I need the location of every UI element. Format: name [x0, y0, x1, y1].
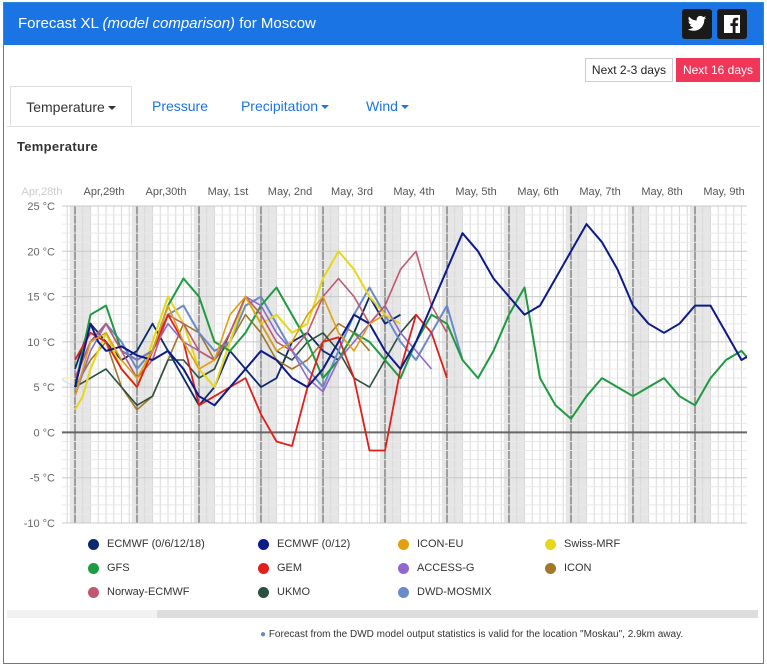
- chevron-down-icon: [107, 106, 116, 111]
- y-tick-label: -5 °C: [30, 473, 55, 485]
- range-selector: Next 2-3 days Next 16 days: [584, 58, 760, 82]
- legend-item[interactable]: GFS: [88, 562, 130, 574]
- legend-item[interactable]: DWD-MOSMIX: [398, 586, 492, 598]
- tab-temperature-label: Temperature: [26, 99, 105, 115]
- footnote: ● Forecast from the DWD model output sta…: [260, 629, 683, 640]
- bullet-icon: ●: [260, 629, 267, 640]
- y-tick-label: 20 °C: [27, 246, 55, 258]
- x-day-label: May, 9th: [703, 186, 744, 198]
- legend-dot-icon: [258, 562, 269, 574]
- x-day-label: May, 8th: [641, 186, 682, 198]
- legend-item[interactable]: ECMWF (0/6/12/18): [88, 538, 205, 550]
- next-2-3-days-button[interactable]: Next 2-3 days: [584, 58, 673, 82]
- chart-scrollbar[interactable]: [7, 610, 758, 618]
- legend-label: GFS: [107, 562, 130, 574]
- legend-dot-icon: [258, 586, 269, 598]
- legend-label: ICON-EU: [417, 538, 464, 550]
- legend-item[interactable]: ACCESS-G: [398, 562, 474, 574]
- next-16-days-button[interactable]: Next 16 days: [675, 58, 760, 82]
- legend-item[interactable]: ICON: [545, 562, 592, 574]
- title-suffix: for Moscow: [235, 15, 316, 32]
- tab-bar: Temperature Pressure Precipitation Wind: [7, 86, 760, 127]
- tab-wind-label: Wind: [366, 98, 398, 114]
- legend-label: Swiss-MRF: [564, 538, 621, 550]
- series-line: [74, 286, 464, 389]
- night-band: [255, 206, 277, 523]
- night-band: [627, 206, 649, 523]
- y-tick-label: 25 °C: [27, 201, 55, 213]
- legend-dot-icon: [398, 586, 409, 598]
- legend-dot-icon: [545, 562, 556, 574]
- tab-pressure[interactable]: Pressure: [140, 86, 220, 126]
- page-title: Forecast XL (model comparison) for Mosco…: [18, 15, 316, 32]
- tab-pressure-label: Pressure: [151, 98, 209, 114]
- twitter-button[interactable]: [682, 9, 712, 39]
- y-tick-label: 5 °C: [33, 382, 55, 394]
- x-day-label: Apr,28th: [22, 186, 63, 198]
- facebook-button[interactable]: [717, 9, 747, 39]
- x-day-label: May, 1st: [208, 186, 249, 198]
- series-line: [74, 313, 448, 452]
- legend-dot-icon: [88, 586, 99, 598]
- footnote-text: Forecast from the DWD model output stati…: [268, 629, 684, 640]
- y-tick-label: 10 °C: [27, 337, 55, 349]
- night-band: [503, 206, 525, 523]
- x-day-label: May, 6th: [517, 186, 558, 198]
- legend-item[interactable]: ICON-EU: [398, 538, 463, 550]
- series-line: [74, 250, 402, 411]
- legend-label: Norway-ECMWF: [107, 586, 190, 598]
- title-prefix: Forecast XL: [18, 15, 103, 32]
- legend-item[interactable]: Swiss-MRF: [545, 538, 620, 550]
- scrollbar-thumb[interactable]: [7, 610, 157, 618]
- night-band: [689, 206, 711, 523]
- series-group: [62, 223, 747, 452]
- twitter-icon: [687, 15, 707, 31]
- legend-label: GEM: [277, 562, 303, 574]
- legend-dot-icon: [398, 538, 409, 550]
- chevron-down-icon: [400, 105, 409, 110]
- x-day-label: May, 2nd: [268, 186, 312, 198]
- x-day-label: May, 3rd: [331, 186, 373, 198]
- y-tick-label: 0 °C: [33, 427, 55, 439]
- x-day-label: Apr,29th: [84, 186, 125, 198]
- legend-label: ICON: [564, 562, 592, 574]
- tab-precipitation-label: Precipitation: [240, 98, 319, 114]
- series-line: [74, 277, 747, 420]
- legend-label: DWD-MOSMIX: [417, 586, 492, 598]
- x-day-label: May, 7th: [579, 186, 620, 198]
- legend-label: UKMO: [277, 586, 310, 598]
- section-title: Temperature: [17, 139, 99, 154]
- legend-dot-icon: [258, 538, 269, 550]
- legend-label: ACCESS-G: [417, 562, 475, 574]
- tab-wind[interactable]: Wind: [360, 86, 415, 126]
- facebook-icon: [724, 15, 740, 33]
- x-day-label: May, 5th: [455, 186, 496, 198]
- legend-dot-icon: [545, 538, 556, 550]
- x-day-label: Apr,30th: [146, 186, 187, 198]
- legend-label: ECMWF (0/6/12/18): [107, 538, 205, 550]
- legend-item[interactable]: ECMWF (0/12): [258, 538, 350, 550]
- y-tick-label: -10 °C: [24, 518, 55, 530]
- legend-label: ECMWF (0/12): [277, 538, 351, 550]
- legend-dot-icon: [398, 562, 409, 574]
- series-line: [74, 295, 386, 397]
- header-bar: Forecast XL (model comparison) for Mosco…: [4, 3, 763, 45]
- y-tick-label: 15 °C: [27, 292, 55, 304]
- tab-temperature[interactable]: Temperature: [10, 86, 132, 126]
- series-line: [74, 223, 747, 407]
- tab-precipitation[interactable]: Precipitation: [235, 86, 335, 126]
- chevron-down-icon: [321, 105, 330, 110]
- legend-item[interactable]: UKMO: [258, 586, 310, 598]
- night-band: [441, 206, 463, 523]
- title-model: (model comparison): [102, 15, 236, 32]
- legend-item[interactable]: Norway-ECMWF: [88, 586, 190, 598]
- legend-dot-icon: [88, 562, 99, 574]
- legend-dot-icon: [88, 538, 99, 550]
- legend-item[interactable]: GEM: [258, 562, 302, 574]
- x-day-label: May, 4th: [393, 186, 434, 198]
